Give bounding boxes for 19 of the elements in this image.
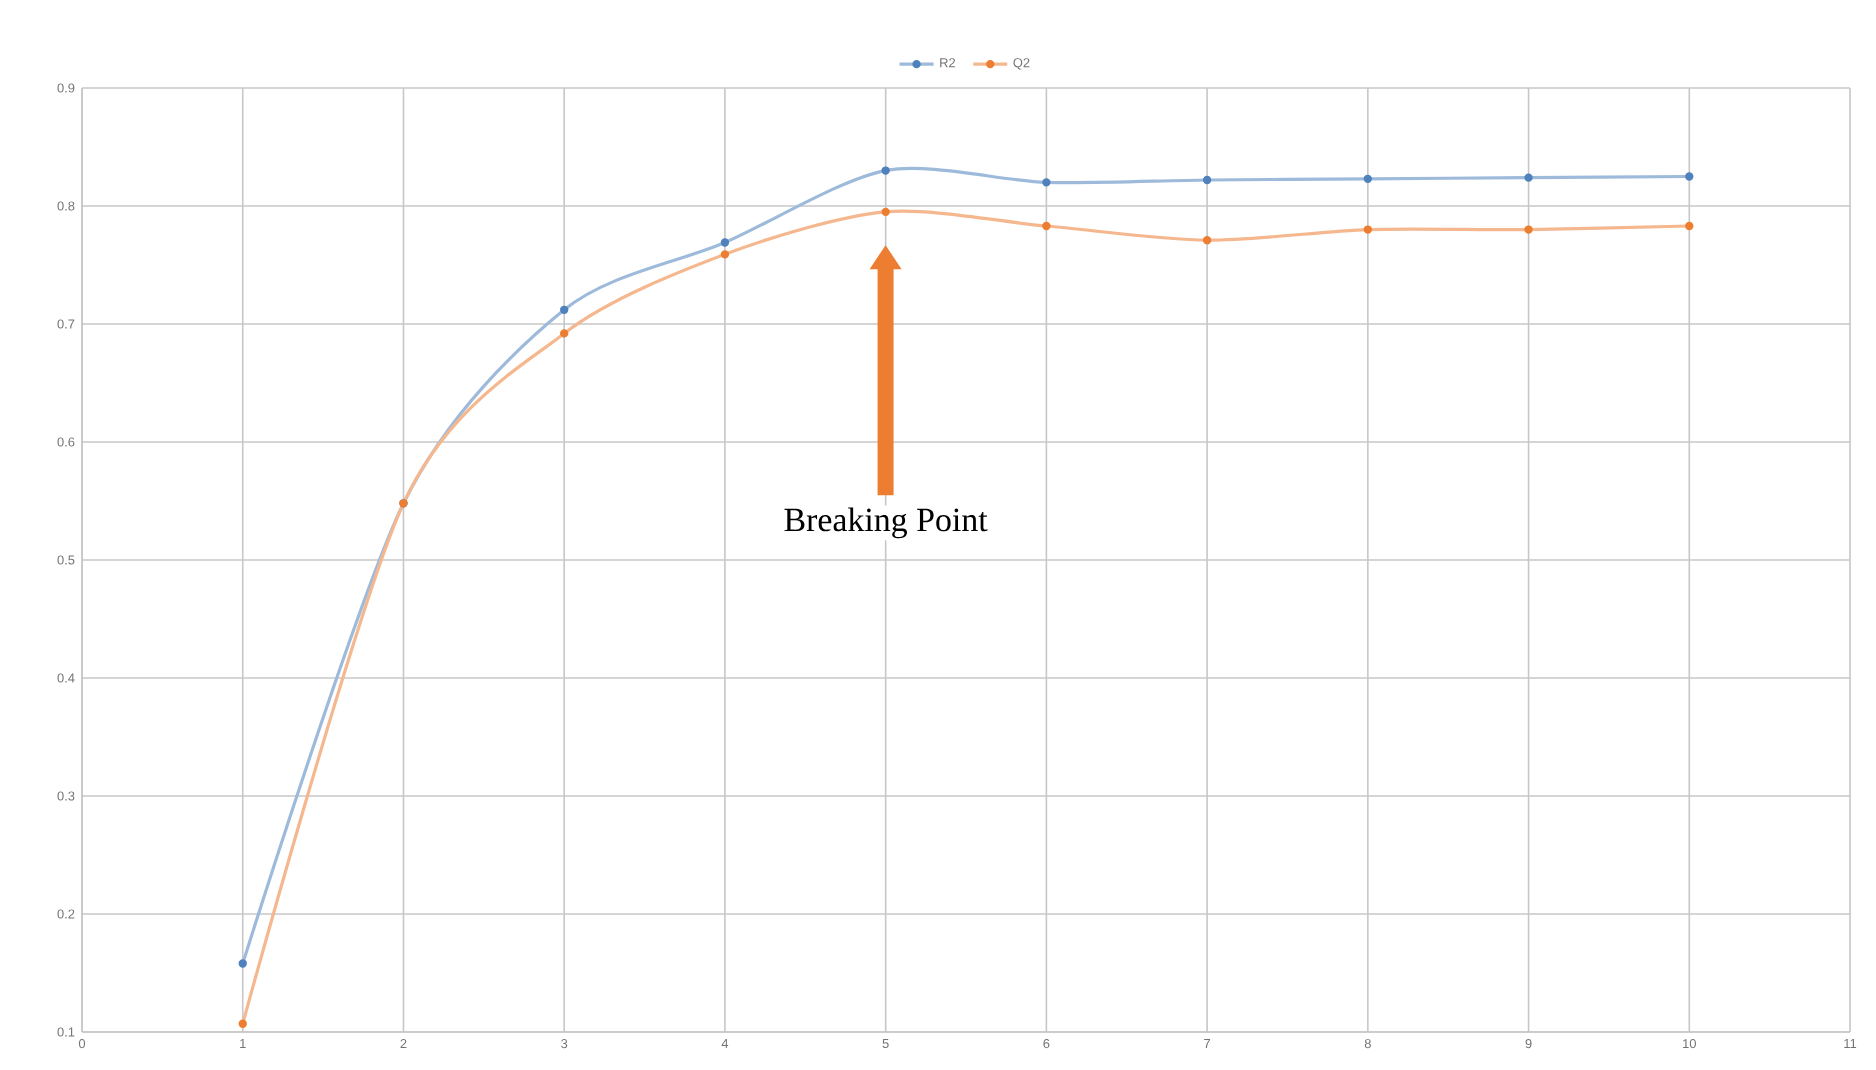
point [1685, 172, 1694, 181]
point [560, 305, 569, 314]
point [1685, 221, 1694, 231]
annotation: Breaking Point [784, 507, 988, 539]
point [1524, 173, 1533, 182]
point [720, 250, 730, 259]
point [1202, 236, 1212, 245]
point [238, 1019, 247, 1028]
point [1202, 175, 1212, 185]
point [1363, 225, 1373, 234]
point [560, 329, 569, 338]
point [1524, 225, 1533, 234]
point [881, 166, 890, 175]
point [1042, 178, 1051, 187]
point [881, 207, 890, 217]
point [1042, 221, 1051, 231]
point [238, 959, 247, 968]
point [1363, 174, 1373, 184]
point [720, 238, 730, 247]
